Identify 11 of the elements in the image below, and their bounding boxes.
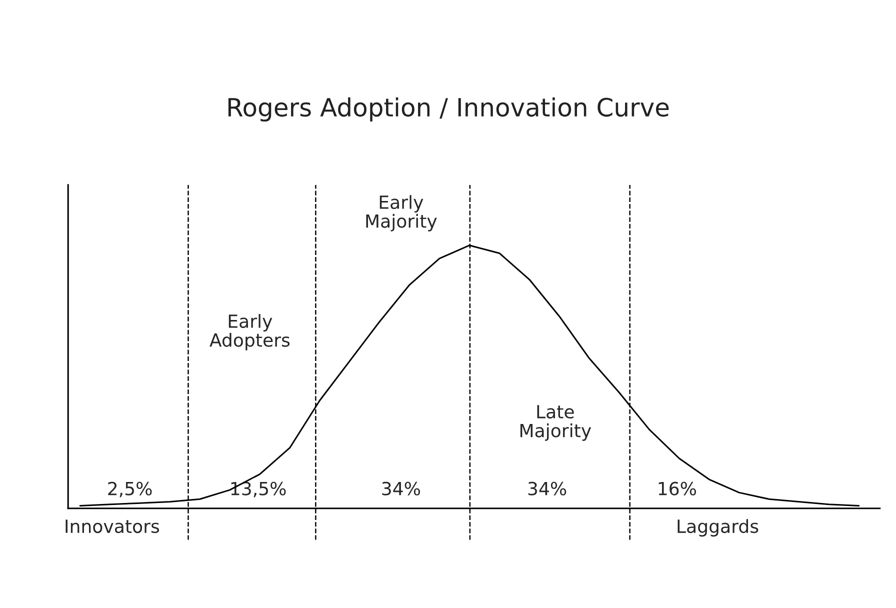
annotation: 16%: [658, 482, 696, 496]
text: Innovators: [66, 520, 160, 534]
annotation: Early Adopters: [210, 314, 290, 350]
annotation: 2,5%: [108, 482, 152, 498]
annotation: Late Majority: [520, 405, 592, 441]
chart-title: Rogers Adoption / Innovation Curve: [228, 97, 669, 122]
text: Early Majority: [366, 195, 437, 232]
annotation: 13,5%: [231, 482, 286, 498]
text: Laggards: [678, 519, 758, 537]
annotation: 34%: [528, 482, 566, 496]
annotation: 34%: [382, 482, 420, 496]
